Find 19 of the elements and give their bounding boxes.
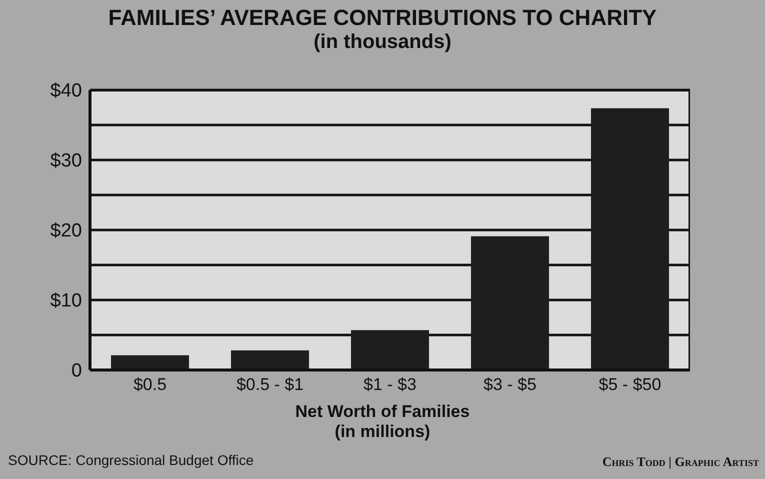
- bar: [591, 108, 669, 370]
- bar: [231, 350, 309, 370]
- y-tick-label: 0: [71, 360, 82, 382]
- bar: [471, 236, 549, 370]
- bar: [351, 330, 429, 370]
- x-tick-label: $5 - $50: [598, 375, 662, 394]
- x-tick-label: $0.5 - $1: [236, 375, 304, 394]
- x-tick-label: $1 - $3: [364, 375, 416, 394]
- x-tick-label: $3 - $5: [484, 375, 536, 394]
- text: Chris Todd | Graphic Artist: [602, 454, 759, 470]
- chart-title: FAMILIES’ AVERAGE CONTRIBUTIONS TO CHARITY: [107, 5, 658, 30]
- y-tick-label: $10: [50, 290, 82, 312]
- chart-subtitle: (in thousands): [312, 30, 452, 54]
- source-note: SOURCE: Congressional Budget Office: [8, 452, 254, 468]
- x-tick-label: $0.5: [133, 375, 167, 394]
- y-tick-label: $30: [50, 150, 82, 172]
- y-tick-label: $20: [50, 220, 82, 242]
- x-axis-title: Net Worth of Families (in millions): [294, 402, 471, 442]
- y-tick-label: $40: [50, 80, 82, 102]
